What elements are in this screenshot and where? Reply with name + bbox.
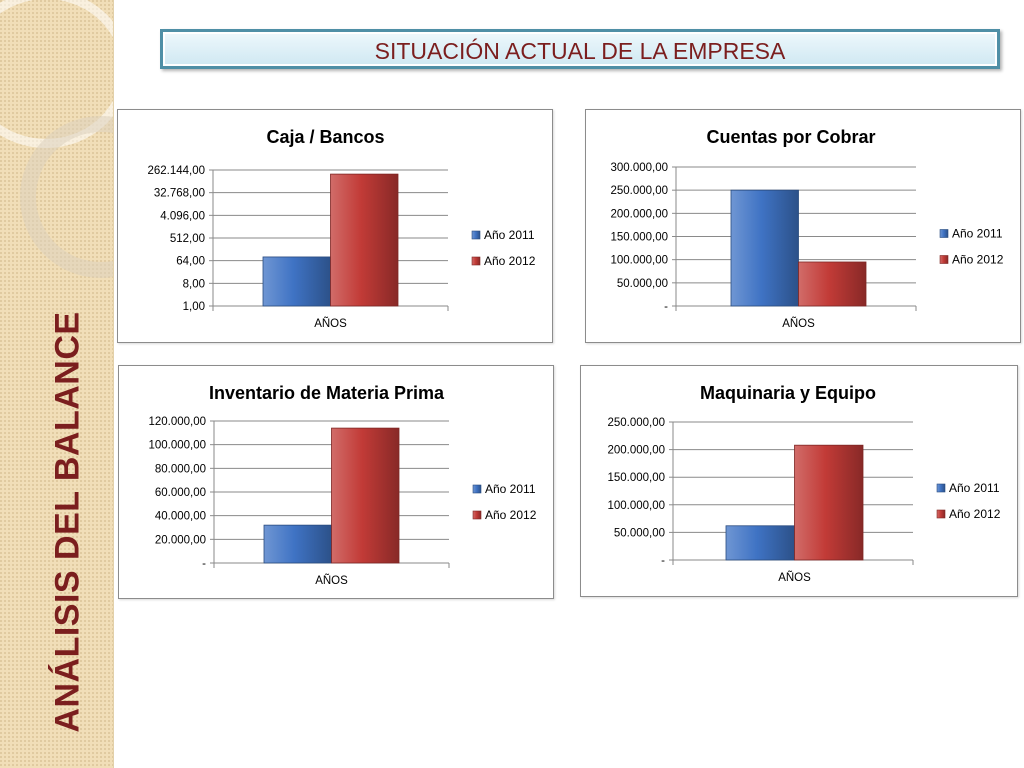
legend-label: Año 2012 (485, 508, 537, 522)
y-tick-label: 80.000,00 (155, 463, 206, 475)
y-tick-label: 100.000,00 (607, 500, 665, 512)
legend-label: Año 2011 (485, 482, 536, 496)
chart-svg: Maquinaria y Equipo - 50.000,00 100.000,00 1… (607, 383, 1001, 584)
chart-title: Inventario de Materia Prima (209, 383, 445, 403)
y-tick-label: 100.000,00 (148, 440, 206, 452)
y-tick-label: 512,00 (170, 233, 205, 245)
chart-title: Maquinaria y Equipo (700, 383, 876, 403)
x-category-label: AÑOS (782, 317, 815, 330)
chart-inventario-materia-prima: Inventario de Materia Prima - 20.000,00 40.… (118, 365, 554, 599)
x-category-label: AÑOS (314, 317, 347, 330)
y-tick-label: 120.000,00 (148, 416, 206, 428)
y-tick-label: 60.000,00 (155, 487, 206, 499)
chart-svg: Cuentas por Cobrar - 50.000,00 100.000,00 15… (610, 127, 1004, 330)
chart-title: Caja / Bancos (266, 127, 384, 147)
y-tick-label: 250.000,00 (610, 185, 668, 197)
legend-label: Año 2012 (949, 507, 1001, 521)
page-title: SITUACIÓN ACTUAL DE LA EMPRESA (374, 38, 786, 64)
y-tick-label: 150.000,00 (610, 232, 668, 244)
y-tick-label: - (664, 301, 668, 313)
y-tick-label: 50.000,00 (617, 278, 668, 290)
y-tick-label: 250.000,00 (607, 417, 665, 429)
x-category-label: AÑOS (315, 574, 348, 587)
chart-caja-bancos: Caja / Bancos 1,00 8,00 64,00 512,00 4.096,00… (117, 109, 553, 343)
legend-swatch (936, 509, 946, 519)
bar-ano-2011 (730, 189, 799, 307)
chart-title: Cuentas por Cobrar (706, 127, 875, 147)
y-tick-label: 150.000,00 (607, 472, 665, 484)
y-tick-label: 262.144,00 (147, 165, 205, 177)
legend-swatch (471, 256, 481, 266)
legend-label: Año 2011 (949, 481, 1000, 495)
y-tick-label: 40.000,00 (155, 511, 206, 523)
x-category-label: AÑOS (778, 571, 811, 584)
y-tick-label: 50.000,00 (614, 527, 665, 539)
y-tick-label: 1,00 (183, 301, 205, 313)
y-tick-label: 8,00 (183, 278, 205, 290)
y-tick-label: 32.768,00 (154, 188, 205, 200)
y-tick-label: - (661, 555, 665, 567)
bar-ano-2012 (798, 261, 867, 307)
y-tick-label: 64,00 (176, 256, 205, 268)
legend-label: Año 2011 (484, 228, 535, 242)
y-tick-label: 200.000,00 (607, 445, 665, 457)
y-tick-label: 300.000,00 (610, 162, 668, 174)
legend-swatch (471, 230, 481, 240)
y-tick-label: 20.000,00 (155, 534, 206, 546)
legend-swatch (939, 229, 949, 238)
legend-swatch (472, 484, 482, 494)
legend-label: Año 2012 (484, 254, 536, 268)
y-tick-label: - (202, 558, 206, 570)
y-tick-label: 200.000,00 (610, 208, 668, 220)
bar-ano-2012 (794, 444, 864, 561)
bar-ano-2011 (262, 256, 331, 307)
legend-label: Año 2012 (952, 253, 1004, 267)
chart-maquinaria-equipo: Maquinaria y Equipo - 50.000,00 100.000,00 1… (580, 365, 1018, 597)
chart-svg: Caja / Bancos 1,00 8,00 64,00 512,00 4.096,00… (147, 127, 536, 330)
page-title-box: SITUACIÓN ACTUAL DE LA EMPRESA (160, 29, 1000, 69)
bar-ano-2011 (263, 524, 332, 564)
chart-svg: Inventario de Materia Prima - 20.000,00 40.… (148, 383, 537, 587)
legend-swatch (939, 255, 949, 264)
y-tick-label: 100.000,00 (610, 255, 668, 267)
sidebar-title: ANÁLISIS DEL BALANCE (48, 311, 87, 733)
chart-cuentas-por-cobrar: Cuentas por Cobrar - 50.000,00 100.000,00 15… (585, 109, 1021, 343)
legend-swatch (936, 483, 946, 493)
bar-ano-2012 (331, 427, 400, 564)
legend-label: Año 2011 (952, 227, 1003, 241)
bar-ano-2012 (330, 173, 399, 307)
y-tick-label: 4.096,00 (160, 210, 205, 222)
sidebar-panel: ANÁLISIS DEL BALANCE (0, 0, 114, 768)
legend-swatch (472, 510, 482, 520)
bar-ano-2011 (725, 525, 795, 561)
